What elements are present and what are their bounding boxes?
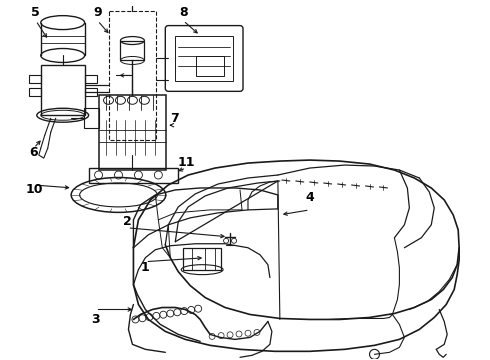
Text: 10: 10	[25, 184, 43, 197]
Bar	[175, 36, 233, 81]
Text: 8: 8	[179, 6, 188, 19]
Text: 1: 1	[141, 261, 150, 274]
Bar	[89, 168, 178, 183]
Text: 5: 5	[31, 6, 40, 19]
Bar	[183, 248, 221, 270]
Bar	[108, 11, 156, 140]
Text: 3: 3	[91, 313, 100, 326]
Text: 9: 9	[93, 6, 102, 19]
Text: 4: 4	[305, 192, 314, 204]
Bar	[41, 66, 85, 115]
Text: 6: 6	[29, 145, 38, 159]
Bar	[121, 41, 145, 60]
Bar	[84, 108, 98, 128]
Text: 11: 11	[177, 156, 195, 168]
Bar	[29, 75, 41, 84]
Bar	[98, 95, 166, 170]
Bar	[85, 88, 97, 96]
Bar	[85, 75, 97, 84]
Text: 7: 7	[170, 112, 179, 125]
Bar	[196, 57, 224, 76]
Bar	[29, 88, 41, 96]
Text: 2: 2	[123, 215, 132, 228]
